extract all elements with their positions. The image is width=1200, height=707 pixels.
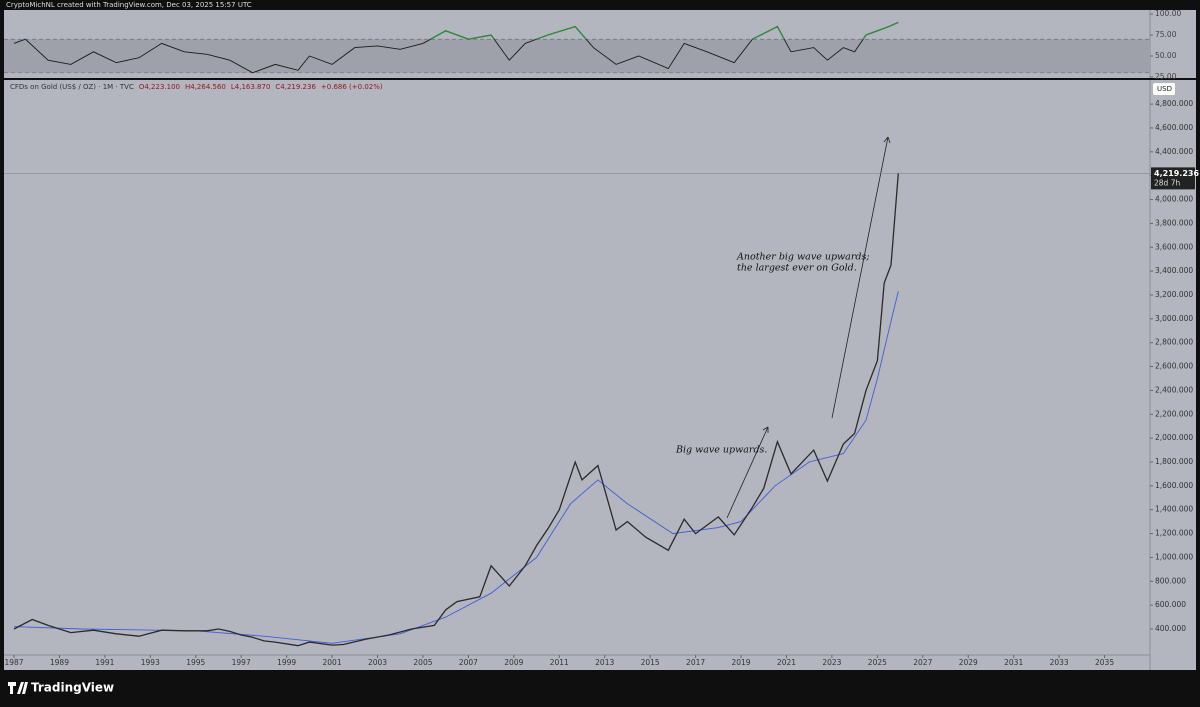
y-tick-label: 3,400.000 [1155, 266, 1193, 275]
y-tick-label: 400.000 [1155, 624, 1186, 633]
y-tick-label: 2,800.000 [1155, 338, 1193, 347]
symbol: CFDs on Gold (US$ / OZ) · 1M · TVC [10, 83, 134, 91]
x-tick-label: 2019 [731, 658, 750, 667]
x-tick-label: 2013 [595, 658, 614, 667]
x-tick-label: 1991 [95, 658, 114, 667]
y-tick-label: 2,400.000 [1155, 385, 1193, 394]
footer-brand: TradingView [31, 681, 114, 695]
x-tick-label: 1989 [50, 658, 69, 667]
y-tick-label: 800.000 [1155, 576, 1186, 585]
y-tick-label: 4,000.000 [1155, 195, 1193, 204]
y-tick-label: 25.00 [1155, 72, 1177, 81]
x-tick-label: 2007 [459, 658, 478, 667]
currency-box [1153, 83, 1175, 95]
rsi-band [4, 39, 1150, 73]
x-tick-label: 2015 [641, 658, 660, 667]
y-tick-label: 1,800.000 [1155, 457, 1193, 466]
ohlc-value: L4,163.870 [231, 83, 271, 91]
annotation: the largest ever on Gold. [737, 263, 857, 274]
logo-mark [8, 682, 28, 694]
countdown-label: 28d 7h [1154, 178, 1180, 187]
ohlc-value: C4,219.236 [275, 83, 316, 91]
y-tick-label: 4,600.000 [1155, 123, 1193, 132]
last-price-box [1151, 167, 1195, 190]
annotation: Another big wave upwards; [736, 252, 870, 263]
currency: USD [1157, 85, 1172, 93]
rsi-axis [1150, 10, 1196, 78]
x-tick-label: 2033 [1050, 658, 1069, 667]
x-tick-label: 2035 [1095, 658, 1114, 667]
y-tick-label: 100.00 [1155, 9, 1181, 18]
x-tick-label: 2021 [777, 658, 796, 667]
y-tick-label: 3,200.000 [1155, 290, 1193, 299]
x-tick-label: 1999 [277, 658, 296, 667]
arrow [831, 136, 889, 419]
x-tick-label: 1987 [4, 658, 23, 667]
ohlc-value: H4,264.560 [185, 83, 226, 91]
legend-info: CFDs on Gold (US$ / OZ) · 1M · TVC O4,223… [10, 83, 383, 91]
moving-average [13, 291, 899, 644]
header: CryptoMichNL created with TradingView.co… [6, 1, 252, 9]
x-tick-label: 2009 [504, 658, 523, 667]
arrow-head [883, 136, 891, 144]
rsi-overbought [23, 21, 899, 40]
y-tick-label: 75.00 [1155, 30, 1177, 39]
x-tick-label: 2031 [1004, 658, 1023, 667]
price-pane [4, 80, 1150, 655]
y-tick-label: 2,000.000 [1155, 433, 1193, 442]
arrow-head [762, 426, 769, 433]
y-tick-label: 3,600.000 [1155, 242, 1193, 251]
y-tick-label: 4,800.000 [1155, 99, 1193, 108]
x-tick-label: 2001 [323, 658, 342, 667]
y-tick-label: 50.00 [1155, 51, 1177, 60]
y-tick-label: 1,200.000 [1155, 529, 1193, 538]
time-axis [4, 655, 1196, 670]
x-tick-label: 2025 [868, 658, 887, 667]
footer-logo: TradingView [8, 681, 114, 695]
price-line [13, 173, 899, 647]
y-tick-label: 2,200.000 [1155, 409, 1193, 418]
last-price-label: 4,219.236 [1154, 169, 1199, 178]
y-tick-label: 1,600.000 [1155, 481, 1193, 490]
x-tick-label: 2005 [413, 658, 432, 667]
ohlc-value: +0.686 (+0.02%) [321, 83, 383, 91]
x-tick-label: 2027 [913, 658, 932, 667]
y-tick-label: 3,000.000 [1155, 314, 1193, 323]
y-tick-label: 3,800.000 [1155, 218, 1193, 227]
y-tick-label: 4,400.000 [1155, 147, 1193, 156]
x-tick-label: 2003 [368, 658, 387, 667]
x-tick-label: 2029 [959, 658, 978, 667]
y-tick-label: 1,400.000 [1155, 505, 1193, 514]
arrow [726, 426, 769, 519]
y-tick-label: 1,000.000 [1155, 552, 1193, 561]
x-tick-label: 2017 [686, 658, 705, 667]
y-tick-label: 2,600.000 [1155, 362, 1193, 371]
x-tick-label: 2011 [550, 658, 569, 667]
x-tick-label: 1997 [232, 658, 251, 667]
y-tick-label: 600.000 [1155, 600, 1186, 609]
x-tick-label: 2023 [822, 658, 841, 667]
ohlc-value: O4,223.100 [139, 83, 180, 91]
annotation: Big wave upwards. [675, 445, 767, 456]
x-tick-label: 1995 [186, 658, 205, 667]
x-tick-label: 1993 [141, 658, 160, 667]
